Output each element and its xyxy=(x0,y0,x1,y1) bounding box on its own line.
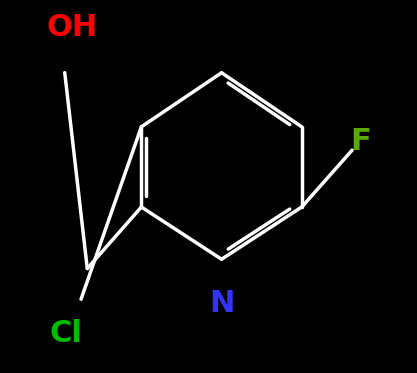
Text: OH: OH xyxy=(46,13,98,43)
Text: F: F xyxy=(350,127,371,156)
Text: Cl: Cl xyxy=(50,319,83,348)
Text: N: N xyxy=(209,289,234,318)
